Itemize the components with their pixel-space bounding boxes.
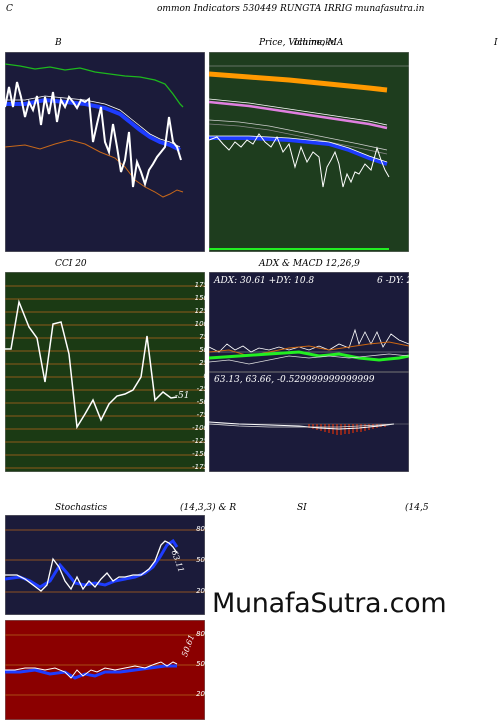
rsi-tick-1: 50: [196, 660, 205, 668]
adx-label: ADX & MACD 12,26,9: [259, 259, 360, 269]
edge-tick: I: [494, 38, 498, 48]
bollinger-label: B: [55, 38, 62, 48]
macd-chart: [209, 372, 409, 472]
cci-tick-2: 125: [194, 307, 208, 315]
cci-tick-labels: 175 150 125 100 75 50 25 0 -25 -50 -75 -100 -125 -150…: [190, 272, 210, 472]
stochastics-chart: 80 50 20: [5, 515, 205, 615]
cci-tick-11: -100: [192, 424, 208, 432]
rsi-tick-0: 80: [196, 630, 205, 638]
macd-readout: 63.13, 63.66, -0.529999999999999: [214, 375, 375, 385]
stoch-tick-labels: 80 50 20: [193, 515, 207, 615]
header-left: C: [6, 4, 13, 14]
cci-tick-14: -175: [192, 463, 208, 471]
rsi-params: (14,5: [405, 503, 429, 513]
cci-tick-3: 100: [194, 320, 208, 328]
cci-tick-9: -50: [196, 398, 208, 406]
rsi-tick-labels: 80 50 20: [193, 620, 207, 720]
cci-tick-1: 150: [194, 294, 208, 302]
stoch-tick-1: 50: [196, 556, 205, 564]
stoch-tick-0: 80: [196, 525, 205, 533]
ichimoku-label: Ichimoku: [294, 38, 337, 48]
cci-tick-13: -150: [192, 450, 208, 458]
cci-tick-4: 75: [199, 333, 208, 341]
price-label: Price, Volume, MA: [259, 38, 344, 48]
cci-tick-6: 25: [199, 359, 208, 367]
rsi-label: SI: [297, 503, 307, 513]
cci-tick-10: -75: [196, 411, 208, 419]
cci-tick-5: 50: [199, 346, 208, 354]
cci-tick-0: 175: [194, 281, 208, 289]
rsi-tick-2: 20: [196, 690, 205, 698]
cci-tick-8: -25: [196, 385, 208, 393]
cci-tick-7: 0: [203, 372, 208, 380]
cci-chart: 175 150 125 100 75 50 25 0 -25 -50 -75 -100 -125 -150…: [5, 272, 208, 472]
stoch-tick-2: 20: [196, 587, 205, 595]
adx-readout-a: ADX: 30.61 +DY: 10.8: [214, 276, 315, 286]
header-title: ommon Indicators 530449 RUNGTA IRRIG mun…: [157, 4, 425, 14]
price-chart: [209, 52, 409, 252]
stoch-label: Stochastics: [55, 503, 108, 513]
bollinger-chart: [5, 52, 205, 252]
cci-tick-12: -125: [192, 437, 208, 445]
watermark: MunafaSutra.com: [212, 588, 447, 619]
cci-label: CCI 20: [55, 259, 87, 269]
stoch-params: (14,3,3) & R: [180, 503, 237, 513]
adx-readout-b: 6 -DY: 20.45: [377, 276, 433, 286]
cci-value-label: -51: [175, 391, 190, 401]
rsi-chart: 80 50 20: [5, 620, 205, 720]
adx-chart: [209, 272, 409, 372]
